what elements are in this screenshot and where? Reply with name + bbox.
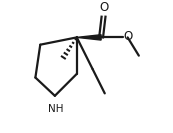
Polygon shape <box>77 35 101 40</box>
Text: O: O <box>124 30 133 43</box>
Text: NH: NH <box>48 104 64 114</box>
Text: O: O <box>99 1 108 14</box>
